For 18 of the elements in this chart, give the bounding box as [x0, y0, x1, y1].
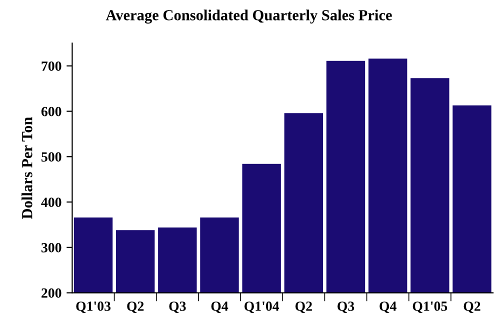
x-tick-label: Q4: [211, 302, 228, 314]
y-tick-label: 500: [42, 152, 62, 162]
y-tick-label: 200: [42, 288, 62, 298]
x-tick-label: Q3: [169, 302, 186, 314]
x-tick-label: Q1'04: [244, 302, 280, 314]
x-tick-label: Q2: [295, 302, 312, 314]
x-tick-label: Q4: [380, 302, 396, 314]
x-tick-label: Q1'03: [76, 302, 111, 314]
x-tick-label: Q3: [338, 302, 354, 314]
y-tick-label: 700: [42, 61, 62, 71]
x-tick-label: Q2: [127, 302, 144, 314]
y-tick-label: 300: [41, 243, 62, 252]
chart-title: Average Consolidated Quarterly Sales Price: [106, 10, 392, 24]
x-tick-label: Q1'05: [412, 302, 448, 314]
y-axis-title: Dollars Per Ton: [22, 117, 32, 219]
y-tick-label: 400: [41, 198, 62, 207]
y-tick-label: 600: [41, 106, 62, 116]
x-tick-label: Q2: [464, 302, 480, 314]
